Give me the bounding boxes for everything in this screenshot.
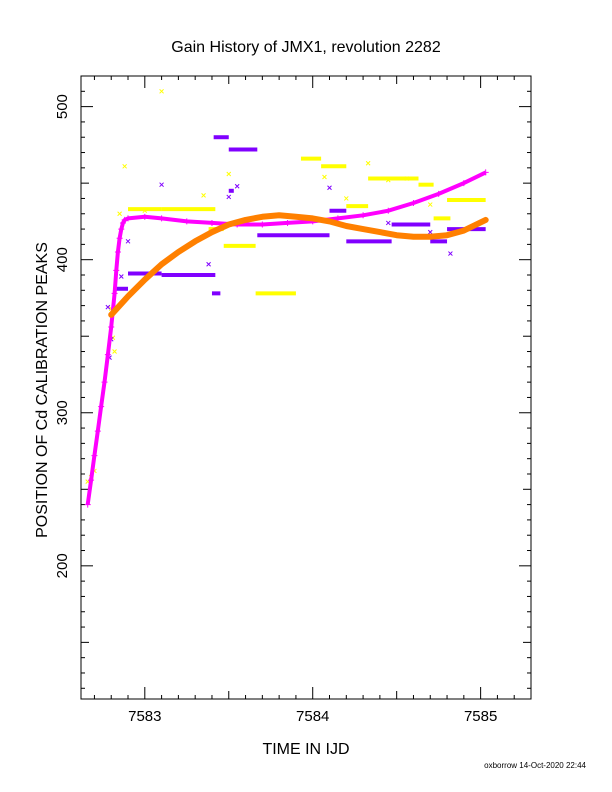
data-point [112, 349, 117, 354]
data-point [259, 214, 265, 220]
data-point [327, 218, 333, 224]
data-point [243, 217, 249, 223]
data-point [360, 226, 366, 232]
fit-curve [85, 170, 487, 505]
data-point [435, 190, 442, 197]
data-point [410, 200, 417, 207]
data-point [385, 220, 391, 226]
data-point [444, 232, 450, 238]
data-point [448, 251, 453, 256]
data-point [201, 193, 206, 198]
data-point [310, 215, 316, 221]
data-point [377, 229, 383, 235]
data-point [410, 234, 416, 240]
data-point [121, 216, 128, 223]
data-point [460, 180, 467, 187]
data-point [226, 194, 232, 200]
data-point [158, 215, 165, 222]
series-layer [84, 88, 489, 508]
data-point [322, 174, 327, 180]
data-point [394, 232, 400, 238]
data-point [483, 217, 489, 223]
plot-frame [80, 75, 532, 700]
data-point [122, 163, 128, 169]
data-point [108, 324, 115, 331]
axis-tick-labels: 7583 7584 7585 200 300 400 500 [54, 94, 497, 725]
fit-curve [108, 212, 489, 318]
data-point [208, 219, 215, 226]
data-point [101, 379, 108, 386]
data-point [385, 207, 392, 214]
data-point [284, 219, 291, 226]
data-point [234, 183, 240, 189]
data-point [142, 277, 148, 283]
data-point [111, 290, 118, 297]
x-tick-label: 7584 [296, 708, 329, 725]
x-tick-label: 7583 [128, 708, 161, 725]
data-point [343, 223, 349, 229]
data-point [276, 212, 282, 218]
data-point [427, 229, 433, 235]
data-point [84, 501, 91, 508]
series-magenta [84, 169, 489, 508]
data-point [360, 212, 367, 219]
data-point [209, 229, 215, 235]
data-point [334, 215, 341, 222]
data-point [206, 261, 211, 267]
data-point [365, 160, 371, 166]
data-point [98, 403, 105, 410]
data-point [114, 249, 121, 256]
data-point [88, 477, 95, 484]
data-point [116, 235, 123, 242]
data-point [142, 208, 148, 214]
data-point [385, 177, 391, 183]
data-point [192, 238, 198, 244]
data-point [259, 221, 266, 228]
data-point [105, 304, 111, 310]
data-point [159, 88, 164, 94]
data-point [482, 169, 489, 176]
data-point [159, 261, 165, 267]
footer-credit: oxborrow 14-Oct-2020 22:44 [484, 761, 586, 770]
data-point [104, 351, 111, 358]
data-point [118, 274, 124, 279]
axis-ticks [81, 76, 532, 699]
y-tick-label: 300 [54, 400, 71, 425]
data-point [108, 312, 114, 318]
data-point [226, 221, 232, 227]
data-point [125, 215, 132, 222]
data-point [141, 213, 148, 220]
data-point [113, 267, 120, 274]
data-point [119, 219, 126, 226]
y-tick-label: 200 [54, 553, 71, 578]
series-orange [108, 212, 489, 318]
series-yellow [85, 88, 486, 484]
data-point [125, 238, 131, 244]
x-tick-label: 7585 [464, 708, 497, 725]
data-point [175, 249, 181, 255]
data-point [293, 214, 299, 220]
data-point [461, 228, 467, 234]
data-point [94, 428, 101, 435]
data-point [427, 234, 433, 240]
y-axis-label: POSITION OF Cd CALIBRATION PEAKS [34, 242, 51, 538]
series-purple [105, 135, 486, 361]
data-point [118, 226, 125, 233]
y-tick-label: 500 [54, 94, 71, 119]
chart-title: Gain History of JMX1, revolution 2282 [171, 39, 441, 56]
x-axis-label: TIME IN IJD [262, 741, 349, 758]
data-point [91, 452, 98, 459]
data-point [427, 202, 433, 207]
data-point [159, 182, 164, 188]
data-point [343, 196, 349, 201]
data-point [226, 171, 232, 177]
data-point [125, 293, 131, 299]
data-point [117, 211, 122, 217]
data-point [183, 218, 190, 225]
data-point [404, 176, 410, 181]
data-point [327, 185, 332, 191]
y-tick-label: 400 [54, 247, 71, 272]
